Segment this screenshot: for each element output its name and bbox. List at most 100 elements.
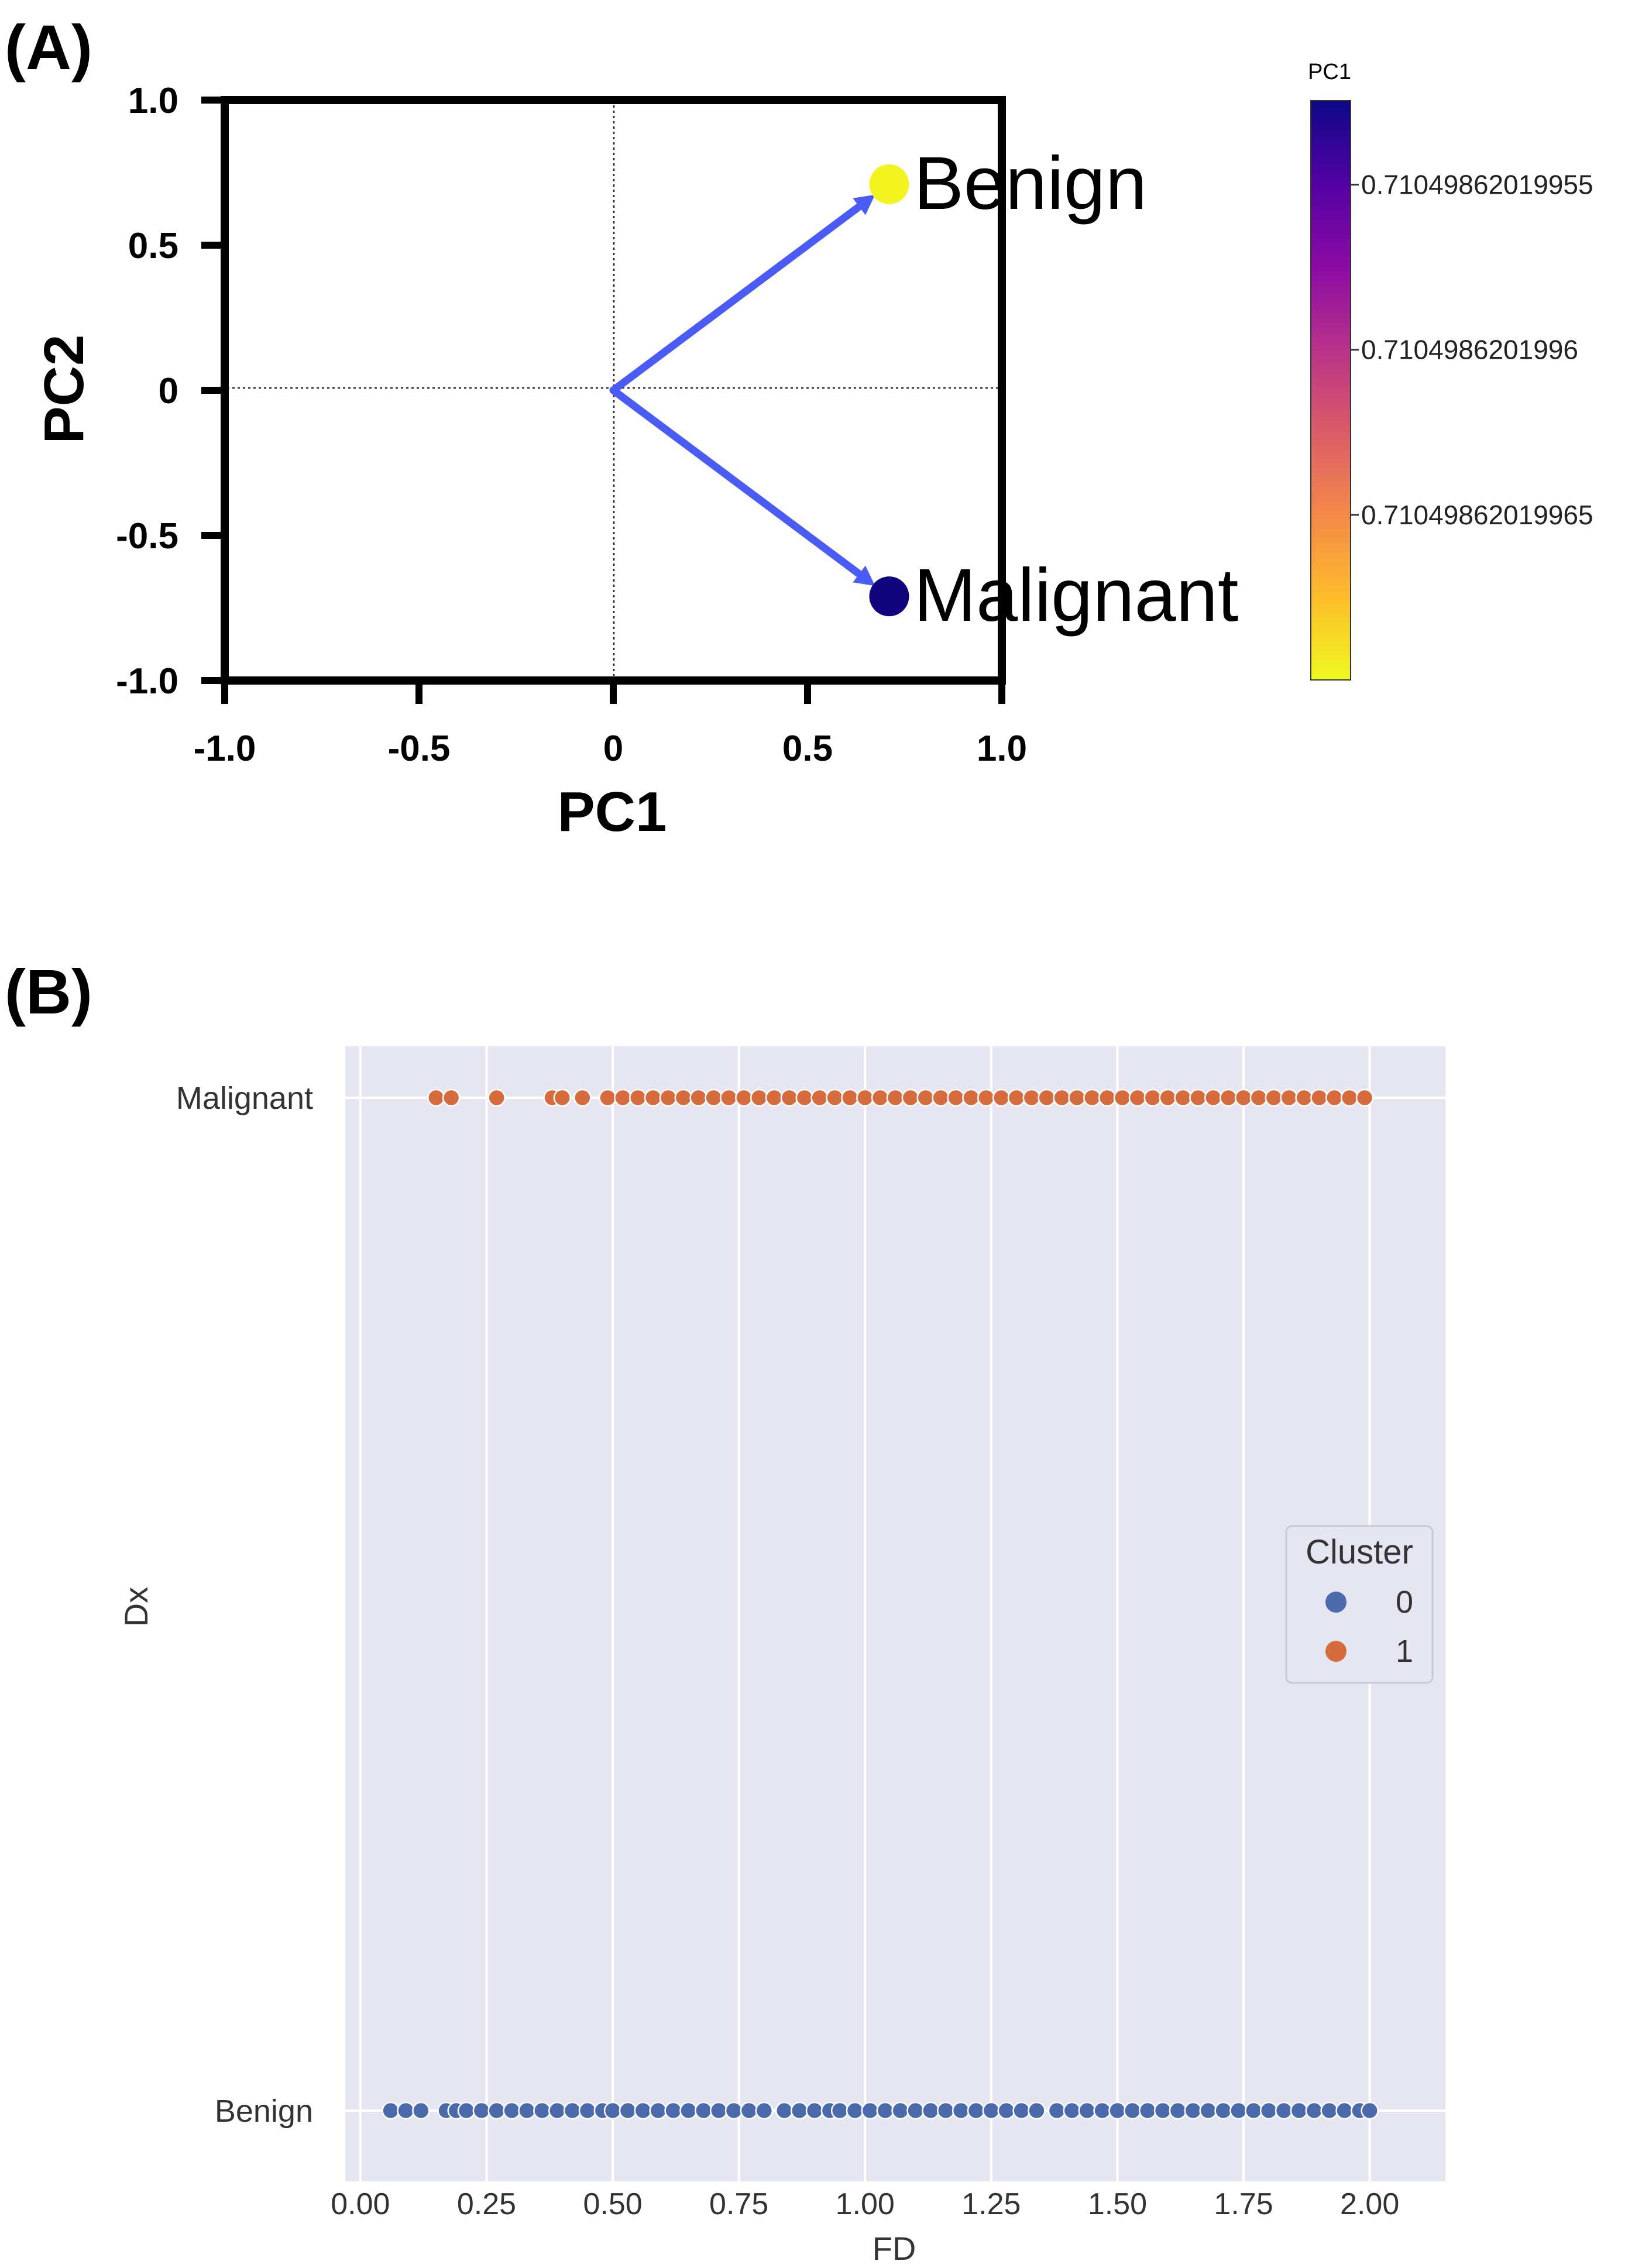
a-x-tick-label: 0.5	[782, 728, 833, 769]
data-point-cluster-0	[775, 2101, 794, 2120]
legend-title: Cluster	[1306, 1533, 1413, 1571]
panel-b-y-axis-label: Dx	[118, 1587, 154, 1627]
data-point-cluster-1	[1340, 1088, 1359, 1107]
data-point-cluster-1	[628, 1088, 647, 1107]
data-point-cluster-0	[533, 2101, 551, 2120]
colorbar-tick-label: 0.71049862019965	[1361, 500, 1593, 530]
panel-b-label: (B)	[5, 956, 92, 1027]
data-point-cluster-0	[1078, 2101, 1096, 2120]
data-point-cluster-1	[1098, 1088, 1117, 1107]
b-x-tick-label: 1.75	[1214, 2187, 1273, 2221]
data-point-cluster-0	[1153, 2101, 1172, 2120]
panel-a-y-axis-label: PC2	[33, 335, 95, 444]
colorbar-title: PC1	[1308, 60, 1351, 84]
data-point-cluster-0	[709, 2101, 728, 2120]
data-point-cluster-0	[619, 2101, 637, 2120]
data-point-cluster-0	[906, 2101, 925, 2120]
a-x-tick-label: -0.5	[388, 728, 451, 769]
data-point-cluster-0	[830, 2101, 849, 2120]
data-point-cluster-0	[634, 2101, 652, 2120]
data-point-cluster-1	[599, 1088, 617, 1107]
panel-b-x-axis-label: FD	[873, 2230, 916, 2267]
data-point-cluster-0	[1335, 2101, 1354, 2120]
data-point-cluster-0	[936, 2101, 955, 2120]
data-point-cluster-1	[1280, 1088, 1298, 1107]
data-point-cluster-1	[705, 1088, 723, 1107]
b-x-tick-label: 1.25	[961, 2187, 1021, 2221]
point-label-malignant: Malignant	[913, 554, 1238, 637]
legend-marker-1	[1325, 1641, 1347, 1662]
data-point-cluster-1	[1219, 1088, 1238, 1107]
data-point-cluster-0	[952, 2101, 970, 2120]
data-point-cluster-0	[790, 2101, 809, 2120]
data-point-cluster-0	[1012, 2101, 1031, 2120]
data-point-cluster-1	[573, 1088, 592, 1107]
b-x-tick-label: 0.75	[709, 2187, 768, 2221]
data-point-cluster-1	[689, 1088, 707, 1107]
data-point-cluster-1	[977, 1088, 995, 1107]
data-point-cluster-0	[1245, 2101, 1263, 2120]
data-point-cluster-1	[1068, 1088, 1086, 1107]
data-point-cluster-0	[679, 2101, 698, 2120]
data-point-cluster-1	[442, 1088, 461, 1107]
data-point-cluster-0	[1305, 2101, 1324, 2120]
a-y-tick-label: 0	[159, 371, 178, 411]
b-x-tick-label: 0.25	[457, 2187, 516, 2221]
data-point-cluster-1	[644, 1088, 662, 1107]
colorbar-tick-label: 0.7104986201996	[1361, 335, 1578, 365]
panel-a-label: (A)	[5, 12, 92, 83]
b-x-tick-label: 0.50	[583, 2187, 642, 2221]
data-point-cluster-0	[1124, 2101, 1142, 2120]
data-point-cluster-0	[891, 2101, 909, 2120]
loading-arrow-benign	[609, 202, 863, 394]
data-point-cluster-0	[997, 2101, 1015, 2120]
legend-entry-0: 0	[1396, 1585, 1413, 1620]
data-point-cluster-1	[1038, 1088, 1056, 1107]
panel-a-ticks: -1.0 -0.5 0 0.5 1.0 1.0 0.5 0 -0.5 -1.0	[116, 81, 1027, 769]
legend-marker-0	[1325, 1592, 1347, 1613]
data-point-cluster-0	[664, 2101, 682, 2120]
data-point-cluster-1	[1310, 1088, 1328, 1107]
legend-entry-1: 1	[1396, 1634, 1413, 1669]
data-point-cluster-1	[553, 1088, 572, 1107]
data-point-cluster-1	[614, 1088, 632, 1107]
data-point-cluster-0	[1093, 2101, 1111, 2120]
data-point-cluster-1	[487, 1088, 506, 1107]
loading-arrowhead-benign	[853, 194, 875, 215]
data-point-cluster-0	[1169, 2101, 1187, 2120]
panel-a-x-axis-label: PC1	[558, 781, 667, 843]
data-point-cluster-1	[720, 1088, 738, 1107]
data-point-cluster-0	[1199, 2101, 1217, 2120]
panel-b: (B) 0.00 0.25 0.50 0.75 1.00 1.25 1.50 1.75 2.00…	[5, 956, 1445, 2267]
data-point-cluster-1	[886, 1088, 905, 1107]
data-point-cluster-1	[659, 1088, 678, 1107]
data-point-cluster-1	[765, 1088, 784, 1107]
data-point-cluster-1	[750, 1088, 768, 1107]
point-label-benign: Benign	[913, 142, 1147, 225]
data-point-cluster-1	[841, 1088, 859, 1107]
data-point-cluster-0	[649, 2101, 667, 2120]
b-y-tick-label-benign: Benign	[215, 2094, 313, 2129]
data-point-cluster-0	[982, 2101, 1001, 2120]
data-point-cluster-1	[1022, 1088, 1041, 1107]
data-point-cluster-1	[1159, 1088, 1177, 1107]
data-point-cluster-0	[922, 2101, 940, 2120]
data-point-cluster-0	[740, 2101, 758, 2120]
data-point-cluster-0	[1275, 2101, 1293, 2120]
colorbar-ticks: 0.71049862019955 0.7104986201996 0.7104986…	[1351, 170, 1593, 530]
data-point-cluster-1	[1295, 1088, 1313, 1107]
data-point-cluster-0	[1290, 2101, 1308, 2120]
data-point-cluster-1	[871, 1088, 889, 1107]
data-point-cluster-1	[1249, 1088, 1268, 1107]
data-point-cluster-1	[735, 1088, 753, 1107]
panel-b-plot-background	[345, 1046, 1445, 2181]
a-y-tick-label: -1.0	[116, 661, 178, 702]
panel-b-ticks: 0.00 0.25 0.50 0.75 1.00 1.25 1.50 1.75 2.00 Mali…	[176, 1081, 1399, 2221]
data-point-cluster-1	[1355, 1088, 1374, 1107]
data-point-cluster-1	[1143, 1088, 1162, 1107]
panel-b-points	[382, 1088, 1379, 2120]
data-point-cluster-0	[603, 2101, 622, 2120]
loading-arrowhead-malignant	[853, 565, 875, 586]
b-x-tick-label: 1.00	[836, 2187, 895, 2221]
